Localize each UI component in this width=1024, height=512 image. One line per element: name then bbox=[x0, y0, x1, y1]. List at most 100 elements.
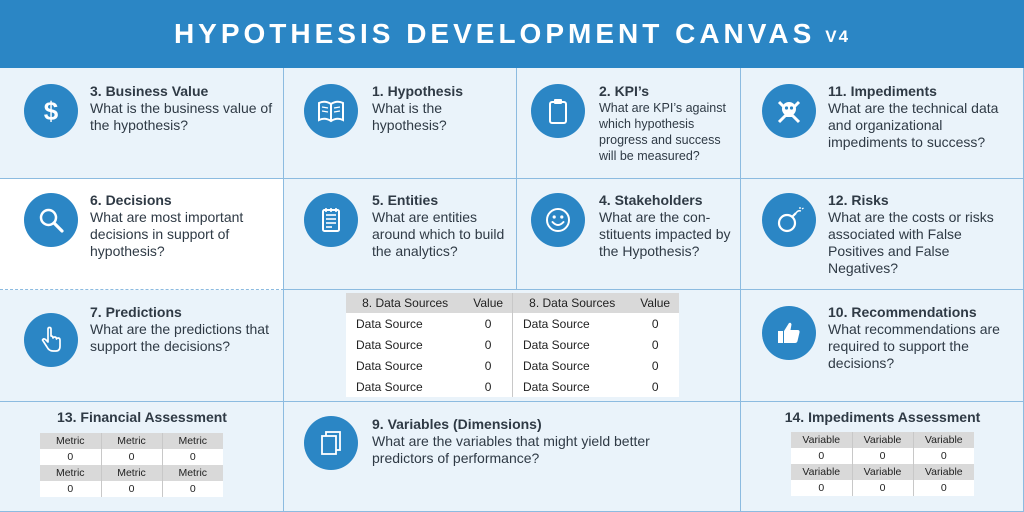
canvas-title: HYPOTHESIS DEVELOPMENT CANVAS bbox=[173, 18, 816, 49]
table-cell: 0 bbox=[484, 358, 492, 373]
variables-cell: 9. Variables (Dimensions) What are the v… bbox=[284, 402, 741, 512]
data-sources-table: 8. Data Sources Value 8. Data Sources Va… bbox=[346, 293, 679, 397]
magnifier-icon bbox=[24, 193, 78, 247]
table-cell: Data Source bbox=[356, 316, 423, 331]
table-row: 0 0 0 bbox=[40, 449, 223, 465]
table-cell: Data Source bbox=[511, 376, 632, 397]
table-header: Value bbox=[631, 293, 679, 313]
business-value-title: 3. Business Value bbox=[90, 83, 209, 99]
entities-question: What are entities around which to build … bbox=[372, 209, 505, 259]
predictions-question: What are the predictions that support th… bbox=[90, 321, 269, 354]
predictions-title: 7. Predictions bbox=[90, 304, 182, 320]
pointer-hand-icon bbox=[24, 313, 78, 367]
entities-title: 5. Entities bbox=[372, 192, 439, 208]
stakeholders-cell: 4. Stakeholders What are the con- stitue… bbox=[517, 179, 741, 290]
decisions-question: What are most important decisions in sup… bbox=[90, 209, 244, 259]
table-cell: Variable bbox=[912, 432, 974, 448]
table-cell: Data Source bbox=[511, 334, 632, 355]
risks-title: 12. Risks bbox=[828, 192, 889, 208]
table-row: Data Source 0 Data Source 0 bbox=[346, 313, 679, 334]
table-cell: 0 bbox=[791, 448, 852, 464]
table-cell: Metric bbox=[161, 433, 223, 449]
variables-question: What are the variables that might yield … bbox=[372, 433, 650, 466]
table-cell: Metric bbox=[161, 465, 223, 481]
table-cell: Data Source bbox=[356, 358, 423, 373]
business-value-question: What is the business value of the hypoth… bbox=[90, 100, 273, 133]
table-header: Value bbox=[464, 293, 513, 313]
table-row: Metric Metric Metric bbox=[40, 465, 223, 481]
hypothesis-title: 1. Hypothesis bbox=[372, 83, 464, 99]
table-cell: Variable bbox=[791, 464, 852, 480]
entities-cell: 5. Entities What are entities around whi… bbox=[284, 179, 517, 290]
table-cell: 0 bbox=[791, 480, 852, 496]
table-row: 0 0 0 bbox=[791, 448, 974, 464]
bomb-icon bbox=[762, 193, 816, 247]
financial-table: Metric Metric Metric 0 0 0 Metric Metric… bbox=[40, 433, 223, 497]
table-cell: 0 bbox=[161, 449, 223, 465]
documents-icon bbox=[304, 416, 358, 470]
table-header: 8. Data Sources bbox=[346, 293, 465, 313]
canvas-header: HYPOTHESIS DEVELOPMENT CANVAS V4 bbox=[0, 0, 1024, 68]
table-cell: Variable bbox=[851, 464, 913, 480]
stakeholders-title: 4. Stakeholders bbox=[599, 192, 703, 208]
risks-cell: 12. Risks What are the costs or risks as… bbox=[741, 179, 1024, 290]
risks-question: What are the costs or risks associated w… bbox=[828, 209, 994, 276]
smiley-icon bbox=[531, 193, 585, 247]
table-row: Data Source 0 Data Source 0 bbox=[346, 376, 679, 397]
skull-crossbones-icon bbox=[762, 84, 816, 138]
table-cell: Metric bbox=[100, 465, 162, 481]
impediments-cell: 11. Impediments What are the technical d… bbox=[741, 68, 1024, 179]
impediments-question: What are the technical data and organiza… bbox=[828, 100, 999, 150]
clipboard-icon bbox=[531, 84, 585, 138]
dollar-icon: $ bbox=[24, 84, 78, 138]
recommendations-question: What recommendations are required to sup… bbox=[828, 321, 1000, 371]
financial-assessment-title: 13. Financial Assessment bbox=[57, 409, 227, 425]
table-cell: Metric bbox=[40, 433, 101, 449]
table-cell: 0 bbox=[651, 316, 659, 331]
table-cell: Variable bbox=[851, 432, 913, 448]
table-row: Data Source 0 Data Source 0 bbox=[346, 355, 679, 376]
table-cell: 0 bbox=[40, 481, 101, 497]
table-cell: Metric bbox=[40, 465, 101, 481]
thumbs-up-icon bbox=[762, 306, 816, 360]
table-cell: 0 bbox=[912, 480, 974, 496]
notepad-icon bbox=[304, 193, 358, 247]
table-cell: 0 bbox=[851, 480, 913, 496]
table-cell: 0 bbox=[100, 481, 162, 497]
table-cell: 0 bbox=[912, 448, 974, 464]
table-row: Variable Variable Variable bbox=[791, 432, 974, 448]
table-cell: 0 bbox=[100, 449, 162, 465]
stakeholders-question: What are the con- stituents impacted by … bbox=[599, 209, 731, 259]
impediments-table: Variable Variable Variable 0 0 0 Variabl… bbox=[791, 432, 974, 496]
table-cell: 0 bbox=[651, 358, 659, 373]
table-cell: 0 bbox=[484, 316, 492, 331]
table-header: 8. Data Sources bbox=[511, 293, 632, 313]
table-cell: Variable bbox=[912, 464, 974, 480]
predictions-cell: 7. Predictions What are the predictions … bbox=[0, 290, 284, 402]
svg-text:$: $ bbox=[44, 96, 59, 126]
business-value-cell: $ 3. Business Value What is the business… bbox=[0, 68, 284, 179]
book-icon bbox=[304, 84, 358, 138]
table-cell: Data Source bbox=[511, 355, 632, 376]
kpis-title: 2. KPI’s bbox=[599, 83, 650, 99]
table-row: Variable Variable Variable bbox=[791, 464, 974, 480]
recommendations-cell: 10. Recommendations What recommendations… bbox=[741, 290, 1024, 402]
table-cell: 0 bbox=[40, 449, 101, 465]
recommendations-title: 10. Recommendations bbox=[828, 304, 977, 320]
impediments-title: 11. Impediments bbox=[828, 83, 937, 99]
table-cell: 0 bbox=[484, 379, 492, 394]
table-cell: Data Source bbox=[356, 337, 423, 352]
table-cell: 0 bbox=[484, 337, 492, 352]
table-row: Metric Metric Metric bbox=[40, 433, 223, 449]
table-cell: Metric bbox=[100, 433, 162, 449]
table-cell: 0 bbox=[851, 448, 913, 464]
table-cell: 0 bbox=[161, 481, 223, 497]
table-cell: Data Source bbox=[356, 379, 423, 394]
table-row: 0 0 0 bbox=[40, 481, 223, 497]
canvas-version: V4 bbox=[825, 27, 851, 46]
variables-title: 9. Variables (Dimensions) bbox=[372, 416, 542, 432]
table-cell: Data Source bbox=[511, 313, 632, 334]
table-cell: 0 bbox=[651, 379, 659, 394]
decisions-title: 6. Decisions bbox=[90, 192, 172, 208]
kpis-cell: 2. KPI’s What are KPI’s against which hy… bbox=[517, 68, 741, 179]
